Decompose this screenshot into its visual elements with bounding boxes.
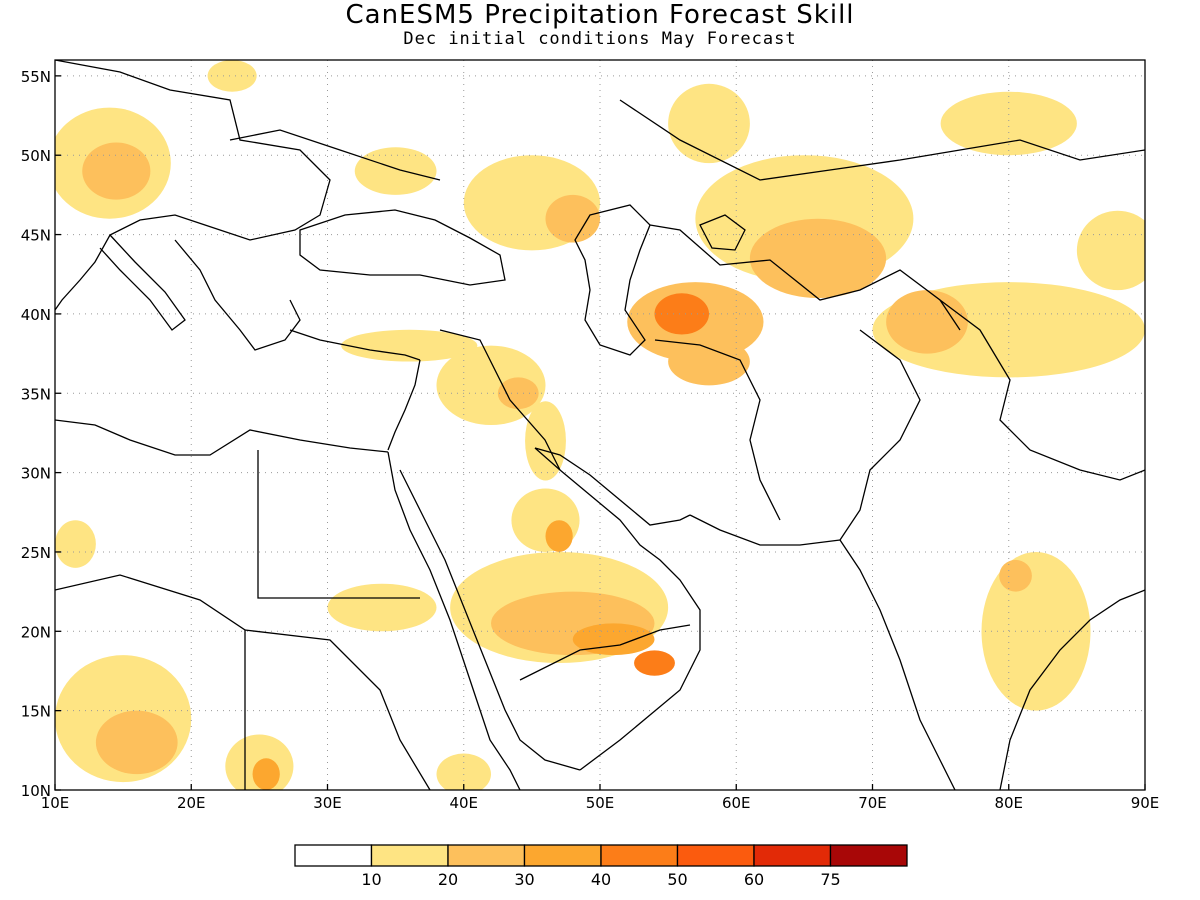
skill-region-north-sea	[207, 60, 257, 92]
skill-region-india-east-core	[999, 559, 1032, 592]
x-tick-label: 50E	[586, 794, 615, 812]
skill-region-chad-core	[95, 710, 178, 775]
skill-region-ethiopia	[436, 753, 491, 790]
x-tick-label: 40E	[449, 794, 478, 812]
skill-region-volga	[545, 194, 600, 243]
skill-region-iran-north	[668, 337, 750, 386]
page-subtitle: Dec initial conditions May Forecast	[403, 29, 797, 49]
colorbar-bin	[753, 844, 832, 867]
page-title: CanESM5 Precipitation Forecast Skill	[345, 0, 855, 30]
border-sudan	[244, 629, 431, 790]
colorbar-bin	[676, 844, 755, 867]
colorbar-bin	[370, 844, 449, 867]
red-sea-west	[387, 451, 521, 790]
skill-region-mongolia-west	[1076, 210, 1145, 291]
skill-region-india-east	[981, 551, 1091, 711]
iran-coast	[689, 514, 841, 546]
y-tick-label: 30N	[21, 465, 51, 483]
colorbar-label: 50	[667, 870, 687, 889]
skill-region-sudan-south-core	[252, 758, 280, 790]
skill-region-iraq-core	[497, 377, 539, 410]
y-tick-label: 50N	[21, 147, 51, 165]
colorbar-label: 10	[361, 870, 381, 889]
europe-coast	[55, 60, 331, 311]
border-iraq	[439, 329, 561, 471]
india-east	[999, 589, 1145, 790]
x-tick-label: 10E	[41, 794, 70, 812]
skill-region-arabia-north-core	[545, 520, 573, 552]
x-tick-label: 90E	[1131, 794, 1160, 812]
skill-region-sudan-north	[327, 583, 437, 632]
persian-gulf-north	[534, 447, 691, 526]
x-tick-label: 60E	[722, 794, 751, 812]
red-sea-east	[399, 469, 581, 771]
skill-shading	[55, 60, 1145, 790]
skill-region-turkey	[341, 329, 478, 362]
skill-region-altai	[940, 91, 1077, 156]
skill-region-central-europe-core	[82, 142, 151, 200]
latitude-axis: 10N 15N 20N 25N 30N 35N 40N 45N 50N 55N	[21, 68, 61, 800]
levant-coast	[387, 359, 421, 451]
skill-region-arabia-central-core	[572, 623, 655, 656]
aral-sea	[699, 214, 746, 251]
skill-region-ural	[668, 83, 750, 164]
skill-region-tajikistan	[886, 290, 968, 354]
y-tick-label: 20N	[21, 623, 51, 641]
border-pak-india	[839, 329, 921, 541]
india-west	[839, 539, 956, 790]
africa-north-coast	[55, 419, 389, 456]
colorbar-label: 40	[591, 870, 611, 889]
skill-region-kazakhstan-core	[749, 218, 887, 299]
skill-region-turkmenistan-core	[654, 293, 709, 335]
y-tick-label: 45N	[21, 227, 51, 245]
skill-region-ukraine	[354, 147, 437, 195]
italy-coast	[99, 234, 186, 331]
y-tick-label: 15N	[21, 703, 51, 721]
y-tick-label: 55N	[21, 68, 51, 86]
colorbar-label: 30	[514, 870, 534, 889]
border-ukraine	[229, 129, 441, 181]
colorbar-label: 60	[744, 870, 764, 889]
colorbar-bin	[447, 844, 526, 867]
border-iran-afghan	[654, 339, 781, 521]
balkans-coast	[174, 239, 301, 351]
colorbar-bin	[600, 844, 679, 867]
colorbar-label: 75	[820, 870, 840, 889]
colorbar: 10 20 30 40 50 60 75	[294, 844, 908, 889]
border-china	[939, 299, 1145, 481]
map-background	[55, 60, 1145, 790]
border-egypt	[257, 450, 420, 599]
longitude-axis: 10E 20E 30E 40E 50E 60E 70E 80E 90E	[41, 784, 1160, 812]
x-tick-label: 20E	[177, 794, 206, 812]
caspian	[574, 204, 651, 356]
border-russia-kaz	[619, 99, 1145, 181]
colorbar-label: 20	[438, 870, 458, 889]
skill-region-oman	[634, 650, 675, 676]
y-tick-label: 10N	[21, 782, 51, 800]
y-tick-label: 40N	[21, 306, 51, 324]
colorbar-bin	[523, 844, 602, 867]
y-tick-label: 35N	[21, 385, 51, 403]
x-tick-label: 80E	[994, 794, 1023, 812]
border-saudi-yemen	[519, 624, 691, 681]
coastlines-borders	[55, 60, 1145, 790]
skill-region-libya-west	[55, 520, 96, 568]
y-tick-label: 25N	[21, 544, 51, 562]
turkey-south	[289, 329, 421, 361]
x-tick-label: 70E	[858, 794, 887, 812]
arabia-east	[534, 447, 701, 771]
colorbar-bin	[829, 844, 908, 867]
black-sea	[299, 209, 506, 286]
colorbar-bin	[294, 844, 373, 867]
x-tick-label: 30E	[313, 794, 342, 812]
border-central-asia	[649, 224, 961, 331]
border-libya	[55, 574, 246, 790]
